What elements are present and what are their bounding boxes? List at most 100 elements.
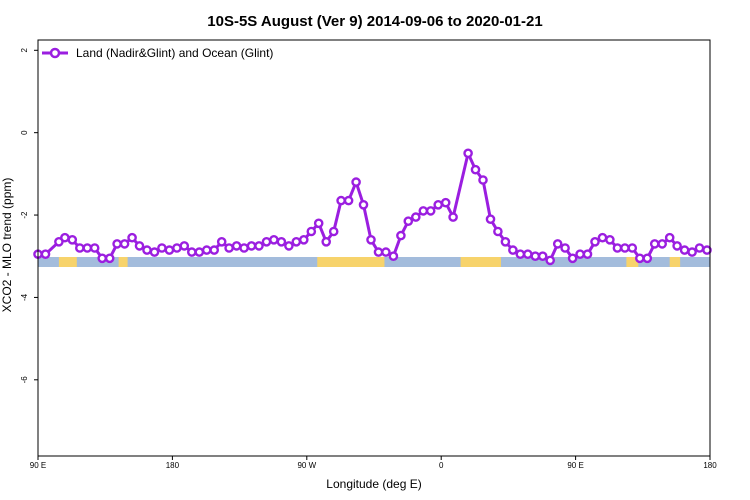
data-point xyxy=(284,241,294,251)
data-point xyxy=(448,212,458,222)
land-band xyxy=(460,257,501,267)
data-point xyxy=(500,236,511,247)
series-points xyxy=(33,148,712,266)
data-point xyxy=(239,243,249,253)
legend-marker-swatch xyxy=(49,47,61,59)
data-point xyxy=(560,243,570,253)
data-point xyxy=(194,247,205,257)
data-point xyxy=(552,239,563,249)
data-point xyxy=(664,232,675,243)
data-point xyxy=(246,241,257,251)
data-point xyxy=(485,214,496,224)
x-axis: 90 E 180 90 W 0 90 E 180 xyxy=(30,456,717,470)
data-point xyxy=(306,226,317,237)
data-point xyxy=(336,195,346,206)
x-tick-label: 180 xyxy=(166,461,180,470)
data-point xyxy=(612,243,623,253)
land-band xyxy=(118,257,128,267)
data-point xyxy=(478,175,488,185)
x-tick-label: 0 xyxy=(439,461,444,470)
data-point xyxy=(605,234,615,245)
data-point xyxy=(89,243,100,253)
data-point xyxy=(635,253,645,264)
land-band xyxy=(317,257,385,267)
data-point xyxy=(321,236,332,247)
data-point xyxy=(545,255,556,266)
data-point xyxy=(313,218,324,229)
data-point xyxy=(104,253,115,264)
data-point xyxy=(254,241,264,251)
data-point xyxy=(657,239,668,249)
data-point xyxy=(164,245,175,255)
data-point xyxy=(119,239,130,249)
land-band xyxy=(626,257,639,267)
data-point xyxy=(269,234,279,245)
data-point xyxy=(620,243,630,253)
land-band xyxy=(58,257,77,267)
data-point xyxy=(112,239,122,249)
data-point xyxy=(649,239,660,249)
data-point xyxy=(694,243,705,253)
data-point xyxy=(463,148,473,159)
land-band xyxy=(669,257,681,267)
data-point xyxy=(149,247,160,257)
data-point xyxy=(679,245,690,255)
data-point xyxy=(403,216,414,226)
y-tick-label: 0 xyxy=(20,130,29,135)
data-point xyxy=(440,197,451,208)
data-point xyxy=(433,199,444,210)
data-point xyxy=(642,253,653,264)
data-point xyxy=(597,232,608,243)
data-point xyxy=(396,230,406,241)
data-point xyxy=(523,249,533,259)
data-point xyxy=(418,206,429,216)
y-tick-label: -6 xyxy=(20,376,29,384)
data-point xyxy=(231,241,242,251)
geography-strip xyxy=(38,257,710,267)
data-point xyxy=(142,245,152,255)
data-point xyxy=(410,212,421,222)
x-tick-label: 90 E xyxy=(30,461,46,470)
data-point xyxy=(358,199,369,210)
data-point xyxy=(67,234,78,245)
data-point xyxy=(276,236,287,247)
data-point xyxy=(343,195,354,206)
data-point xyxy=(381,247,391,257)
x-tick-label: 90 E xyxy=(567,461,583,470)
data-point xyxy=(127,232,137,243)
data-point xyxy=(261,236,272,247)
data-point xyxy=(470,164,481,175)
x-tick-label: 180 xyxy=(703,461,717,470)
legend: Land (Nadir&Glint) and Ocean (Glint) xyxy=(42,46,273,60)
legend-label: Land (Nadir&Glint) and Ocean (Glint) xyxy=(76,46,273,60)
data-point xyxy=(537,251,548,262)
plot-frame xyxy=(37,39,711,457)
data-point xyxy=(216,236,227,247)
chart-title: 10S-5S August (Ver 9) 2014-09-06 to 2020… xyxy=(207,13,542,30)
data-point xyxy=(75,243,85,253)
data-point xyxy=(82,243,93,253)
data-point xyxy=(425,206,436,216)
x-axis-label: Longitude (deg E) xyxy=(326,477,421,491)
data-point xyxy=(201,245,212,255)
data-point xyxy=(366,234,376,245)
data-point xyxy=(388,251,399,262)
data-point xyxy=(97,253,107,264)
y-tick-label: -2 xyxy=(20,211,29,219)
data-point xyxy=(373,247,384,257)
data-point xyxy=(328,226,339,237)
y-axis-label: XCO2 - MLO trend (ppm) xyxy=(0,178,14,313)
data-point xyxy=(134,241,145,251)
y-axis: 2 0 -2 -4 -6 xyxy=(20,48,38,384)
data-point xyxy=(493,226,503,237)
x-tick-label: 90 W xyxy=(297,461,316,470)
data-point xyxy=(298,234,309,245)
data-point xyxy=(60,232,70,243)
data-point xyxy=(590,236,600,247)
data-point xyxy=(172,243,182,253)
data-point xyxy=(157,243,167,253)
data-point xyxy=(627,243,638,253)
data-point xyxy=(575,249,585,259)
data-point xyxy=(179,241,190,251)
